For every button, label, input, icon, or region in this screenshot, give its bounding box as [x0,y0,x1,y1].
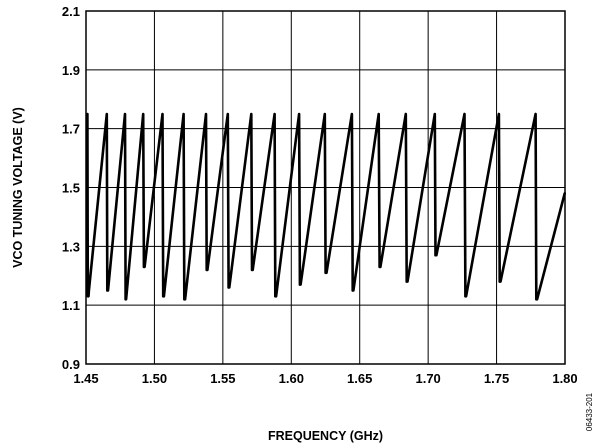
x-tick-label: 1.70 [415,371,440,386]
x-axis-ticks: 1.45 1.50 1.55 1.60 1.65 1.70 1.75 1.80 [73,371,577,386]
x-tick-label: 1.75 [484,371,509,386]
y-tick-label: 1.9 [62,63,80,78]
x-axis-label: FREQUENCY (GHz) [268,429,383,443]
y-tick-label: 1.5 [62,181,80,196]
y-tick-label: 2.1 [62,4,80,19]
plot-area [86,112,566,301]
y-tick-label: 1.3 [62,239,80,254]
x-tick-label: 1.60 [279,371,304,386]
series-line [86,112,566,301]
y-axis-label: VCO TUNING VOLTAGE (V) [11,107,25,268]
x-tick-label: 1.80 [552,371,577,386]
y-axis-ticks: 0.9 1.1 1.3 1.5 1.7 1.9 2.1 [62,4,80,372]
figure-id: 06433-201 [585,392,594,431]
x-tick-label: 1.50 [142,371,167,386]
x-tick-label: 1.45 [73,371,98,386]
x-tick-label: 1.65 [347,371,372,386]
y-tick-label: 0.9 [62,357,80,372]
plot-frame [85,10,566,365]
y-tick-label: 1.1 [62,298,80,313]
y-tick-label: 1.7 [62,122,80,137]
x-tick-label: 1.55 [210,371,235,386]
